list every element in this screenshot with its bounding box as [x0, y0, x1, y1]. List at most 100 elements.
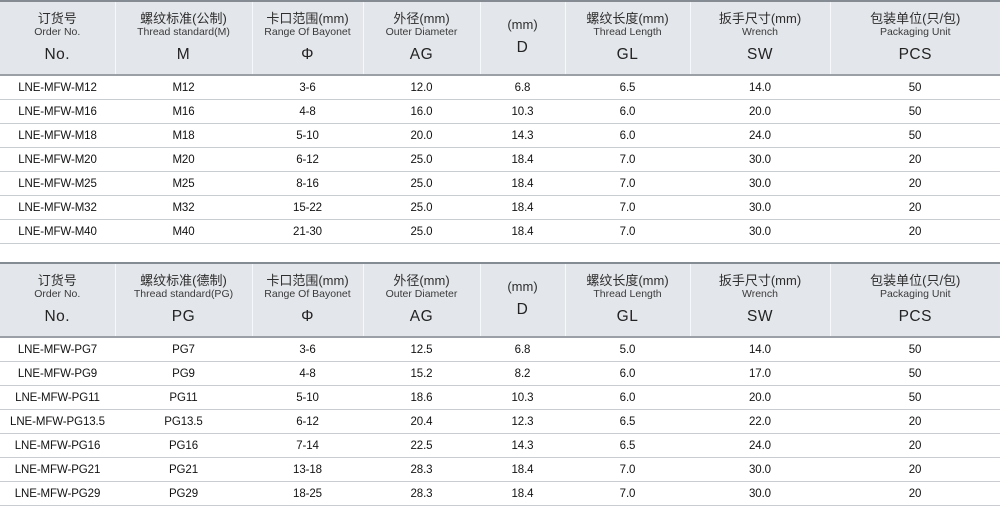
table-cell: 4-8	[252, 99, 363, 124]
table-cell: 6.0	[565, 123, 690, 148]
column-header-packaging-unit: 包装单位(只/包) Packaging Unit PCS	[829, 0, 1000, 76]
table-cell: LNE-MFW-M25	[0, 171, 115, 196]
table-cell: 12.5	[363, 337, 480, 362]
table-cell: 18.4	[480, 481, 565, 506]
table-cell: LNE-MFW-PG7	[0, 337, 115, 362]
table-cell: 4-8	[252, 361, 363, 386]
table-cell: M32	[115, 195, 252, 220]
header-code: Φ	[301, 307, 314, 325]
table-cell: 30.0	[690, 219, 830, 244]
table-row: LNE-MFW-M25 M25 8-16 25.0 18.4 7.0 30.0 20	[0, 171, 1000, 196]
header-label-cn: (mm)	[507, 17, 538, 32]
table-cell: 15.2	[363, 361, 480, 386]
table-cell: LNE-MFW-PG16	[0, 433, 115, 458]
table-cell: 20.0	[690, 99, 830, 124]
header-label-en: Thread standard(PG)	[133, 287, 234, 300]
table-cell: 6-12	[252, 147, 363, 172]
header-code: SW	[747, 45, 773, 63]
table-cell: PG9	[115, 361, 252, 386]
table-cell: 7.0	[565, 147, 690, 172]
column-header-d: (mm) D	[479, 0, 565, 76]
table-row: LNE-MFW-PG16 PG16 7-14 22.5 14.3 6.5 24.0 20	[0, 433, 1000, 458]
header-label-cn: 订货号	[37, 10, 77, 26]
header-label-cn: 外径(mm)	[393, 272, 450, 288]
table-cell: 6-12	[252, 409, 363, 434]
table-cell: PG21	[115, 457, 252, 482]
header-label-cn: 螺纹标准(德制)	[140, 272, 227, 288]
header-label-cn: 螺纹长度(mm)	[586, 10, 669, 26]
table-cell: 20	[830, 171, 1000, 196]
table-cell: 22.5	[363, 433, 480, 458]
table-cell: 50	[830, 361, 1000, 386]
column-header-outer-diameter: 外径(mm) Outer Diameter AG	[362, 0, 480, 76]
table-cell: 7.0	[565, 219, 690, 244]
table-cell: M18	[115, 123, 252, 148]
table-cell: 6.8	[480, 75, 565, 100]
table-cell: LNE-MFW-PG11	[0, 385, 115, 410]
table-cell: 25.0	[363, 147, 480, 172]
header-code: AG	[409, 307, 434, 325]
table-row: LNE-MFW-PG11 PG11 5-10 18.6 10.3 6.0 20.0 50	[0, 385, 1000, 410]
table-cell: 30.0	[690, 481, 830, 506]
header-label-cn: 订货号	[37, 272, 77, 288]
header-label-en: Thread Length	[593, 287, 662, 300]
table-cell: 25.0	[363, 171, 480, 196]
header-code: D	[516, 301, 529, 318]
header-code: PCS	[898, 307, 932, 325]
table-cell: 30.0	[690, 147, 830, 172]
table-row: LNE-MFW-M40 M40 21-30 25.0 18.4 7.0 30.0 20	[0, 219, 1000, 244]
table-cell: M16	[115, 99, 252, 124]
table-cell: 25.0	[363, 219, 480, 244]
table-cell: M12	[115, 75, 252, 100]
table-cell: 21-30	[252, 219, 363, 244]
header-code: SW	[747, 307, 773, 325]
table-cell: M20	[115, 147, 252, 172]
pg-table-header: 订货号 Order No. No. 螺纹标准(德制) Thread standa…	[0, 262, 1000, 338]
header-label-cn: 卡口范围(mm)	[266, 10, 349, 26]
table-cell: 15-22	[252, 195, 363, 220]
table-cell: 7.0	[565, 171, 690, 196]
header-label-en: Packaging Unit	[879, 287, 951, 300]
table-cell: 30.0	[690, 171, 830, 196]
table-cell: LNE-MFW-M16	[0, 99, 115, 124]
table-cell: 12.3	[480, 409, 565, 434]
table-cell: 18-25	[252, 481, 363, 506]
table-row: LNE-MFW-PG9 PG9 4-8 15.2 8.2 6.0 17.0 50	[0, 361, 1000, 386]
pg-thread-table: 订货号 Order No. No. 螺纹标准(德制) Thread standa…	[0, 262, 1000, 506]
header-code: GL	[616, 45, 639, 63]
table-cell: 7-14	[252, 433, 363, 458]
table-cell: 18.4	[480, 195, 565, 220]
table-row: LNE-MFW-M18 M18 5-10 20.0 14.3 6.0 24.0 50	[0, 123, 1000, 148]
table-cell: PG7	[115, 337, 252, 362]
header-code: AG	[409, 45, 434, 63]
table-cell: 20.0	[690, 385, 830, 410]
table-cell: 50	[830, 337, 1000, 362]
table-cell: 8-16	[252, 171, 363, 196]
table-cell: 3-6	[252, 75, 363, 100]
table-cell: 10.3	[480, 385, 565, 410]
header-label-en: Range Of Bayonet	[264, 287, 351, 300]
table-cell: 6.0	[565, 361, 690, 386]
column-header-order-no: 订货号 Order No. No.	[0, 0, 115, 76]
table-cell: LNE-MFW-M32	[0, 195, 115, 220]
table-cell: 7.0	[565, 195, 690, 220]
header-label-en: Wrench	[742, 25, 778, 38]
header-label-cn: 扳手尺寸(mm)	[718, 10, 802, 26]
column-header-wrench: 扳手尺寸(mm) Wrench SW	[689, 0, 830, 76]
table-cell: PG16	[115, 433, 252, 458]
header-label-cn: 卡口范围(mm)	[266, 272, 349, 288]
table-cell: 20	[830, 433, 1000, 458]
table-row: LNE-MFW-M20 M20 6-12 25.0 18.4 7.0 30.0 20	[0, 147, 1000, 172]
column-header-outer-diameter: 外径(mm) Outer Diameter AG	[362, 262, 480, 338]
table-cell: 14.3	[480, 433, 565, 458]
header-label-en: Wrench	[742, 287, 778, 300]
table-cell: 20	[830, 147, 1000, 172]
header-code: Φ	[301, 45, 314, 63]
pg-table-body: LNE-MFW-PG7 PG7 3-6 12.5 6.8 5.0 14.0 50 LNE-MFW…	[0, 337, 1000, 506]
table-cell: 6.8	[480, 337, 565, 362]
table-row: LNE-MFW-M12 M12 3-6 12.0 6.8 6.5 14.0 50	[0, 75, 1000, 100]
table-cell: LNE-MFW-M20	[0, 147, 115, 172]
table-cell: 14.0	[690, 337, 830, 362]
table-cell: 13-18	[252, 457, 363, 482]
table-cell: 18.6	[363, 385, 480, 410]
